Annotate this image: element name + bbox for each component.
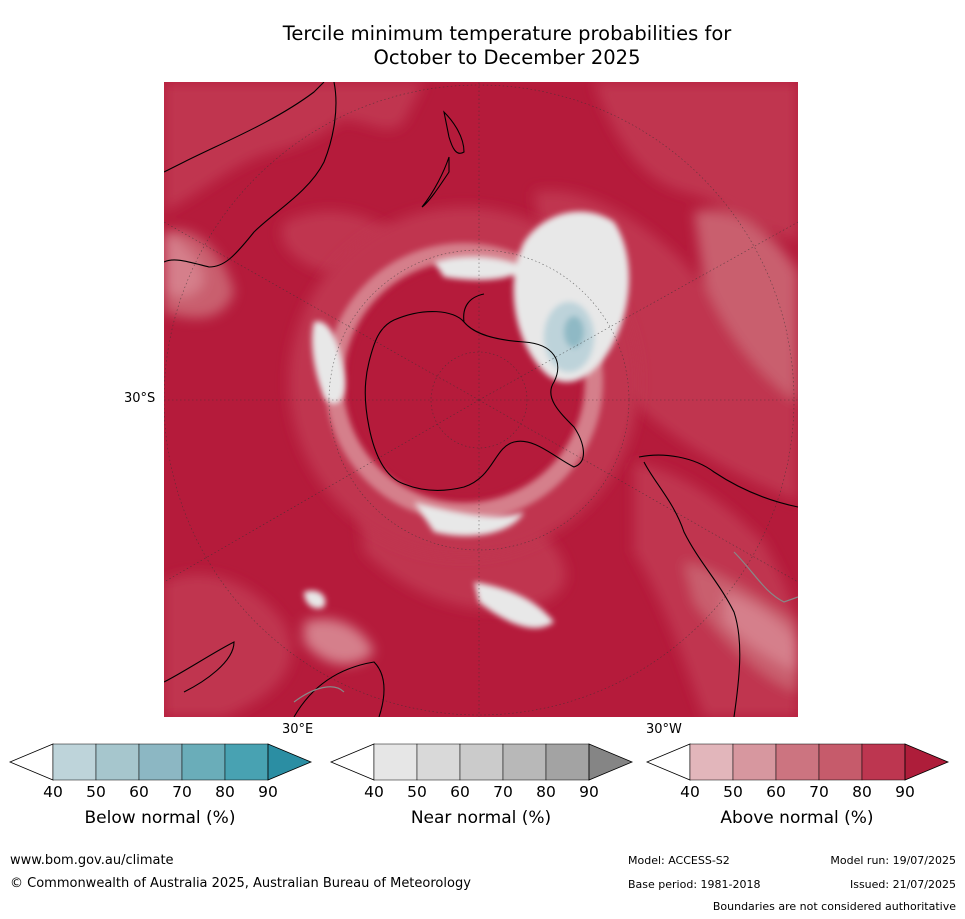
near-colorbar-box <box>459 743 504 781</box>
disclaimer-text: Boundaries are not considered authoritat… <box>712 900 956 913</box>
title-line-2: October to December 2025 <box>373 46 641 69</box>
near-colorbar-tick: 40 <box>364 783 384 801</box>
southern-africa-coastline <box>293 661 385 717</box>
below-colorbar-box <box>95 743 140 781</box>
below-normal-label: Below normal (%) <box>84 808 236 828</box>
above-colorbar-box <box>818 743 863 781</box>
map-title: Tercile minimum temperature probabilitie… <box>164 22 850 70</box>
below-colorbar-box <box>181 743 226 781</box>
above-colorbar-high-extension <box>904 743 950 781</box>
africa-tip-coastline <box>164 641 235 693</box>
below-colorbar-box <box>224 743 269 781</box>
coastlines <box>164 82 798 717</box>
polar-map[interactable] <box>164 82 798 717</box>
above-colorbar-box <box>732 743 777 781</box>
near-colorbar-tick: 80 <box>536 783 556 801</box>
above-colorbar-tick: 50 <box>723 783 743 801</box>
near-colorbar-tick: 70 <box>493 783 513 801</box>
above-colorbar-box <box>775 743 820 781</box>
map-canvas <box>164 82 798 717</box>
below-colorbar-tick: 40 <box>43 783 63 801</box>
near-colorbar-box <box>416 743 461 781</box>
colorbar-below-swatches <box>8 743 313 781</box>
graticule <box>164 82 798 717</box>
near-colorbar-tick: 90 <box>579 783 599 801</box>
base-period-text: Base period: 1981-2018 <box>628 878 761 891</box>
above-colorbar-tick: 80 <box>852 783 872 801</box>
model-run-text: Model run: 19/07/2025 <box>830 854 956 867</box>
above-normal-label: Above normal (%) <box>720 808 874 828</box>
near-colorbar-box <box>373 743 418 781</box>
below-colorbar-tick: 70 <box>172 783 192 801</box>
above-colorbar-low-extension <box>645 743 691 781</box>
above-colorbar-tick: 90 <box>895 783 915 801</box>
above-colorbar-tick: 70 <box>809 783 829 801</box>
near-normal-label: Near normal (%) <box>410 808 552 828</box>
near-colorbar-box <box>502 743 547 781</box>
new-zealand-north <box>443 110 465 154</box>
below-colorbar-box <box>52 743 97 781</box>
issued-text: Issued: 21/07/2025 <box>849 878 956 891</box>
near-colorbar-box <box>545 743 590 781</box>
australia-coastline <box>164 82 337 268</box>
national-boundaries <box>293 551 798 703</box>
below-colorbar-tick: 50 <box>86 783 106 801</box>
below-colorbar-tick: 60 <box>129 783 149 801</box>
colorbar-near-normal <box>329 743 634 781</box>
above-colorbar-tick: 40 <box>680 783 700 801</box>
above-colorbar-box <box>861 743 906 781</box>
below-colorbar-tick: 80 <box>215 783 235 801</box>
below-colorbar-high-extension <box>267 743 313 781</box>
near-colorbar-low-extension <box>329 743 375 781</box>
antarctica-coastline <box>364 310 584 491</box>
colorbar-above-normal <box>645 743 950 781</box>
south-america-coastline <box>638 454 798 717</box>
near-colorbar-tick: 60 <box>450 783 470 801</box>
near-normal-regions <box>304 211 629 629</box>
lon-label-30w: 30°W <box>646 722 682 737</box>
colorbar-below-normal <box>8 743 313 781</box>
copyright-text: © Commonwealth of Australia 2025, Austra… <box>10 876 471 891</box>
lat-label-30s: 30°S <box>124 391 156 406</box>
colorbar-above-swatches <box>645 743 950 781</box>
model-text: Model: ACCESS-S2 <box>628 854 730 867</box>
below-normal-regions <box>544 302 594 372</box>
near-colorbar-tick: 50 <box>407 783 427 801</box>
above-colorbar-box <box>689 743 734 781</box>
below-colorbar-box <box>138 743 183 781</box>
title-line-1: Tercile minimum temperature probabilitie… <box>282 22 732 45</box>
below-colorbar-low-extension <box>8 743 54 781</box>
colorbar-near-swatches <box>329 743 634 781</box>
new-zealand-south <box>421 156 450 208</box>
lon-label-30e: 30°E <box>282 722 314 737</box>
website-link[interactable]: www.bom.gov.au/climate <box>10 853 174 868</box>
antarctic-peninsula-coastline <box>463 293 485 323</box>
near-colorbar-high-extension <box>588 743 634 781</box>
above-colorbar-tick: 60 <box>766 783 786 801</box>
below-colorbar-tick: 90 <box>258 783 278 801</box>
